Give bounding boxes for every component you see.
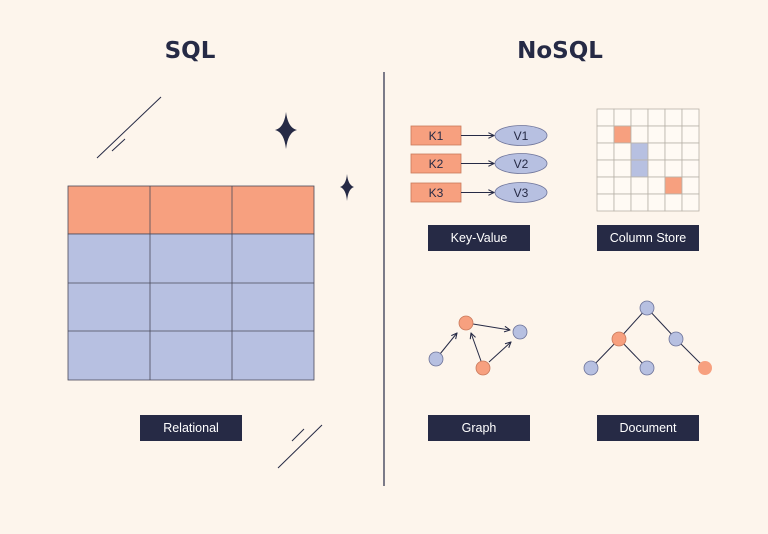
document-label: Document: [597, 415, 699, 441]
graph-node: [512, 324, 528, 340]
graph-node: [458, 315, 474, 331]
svg-text:Column Store: Column Store: [610, 231, 686, 245]
graph-label: Graph: [428, 415, 530, 441]
svg-text:K2: K2: [429, 157, 444, 171]
graph-node: [475, 360, 491, 376]
tree-node: [639, 300, 655, 316]
svg-text:K1: K1: [429, 129, 444, 143]
grid-cell: [681, 108, 700, 127]
grid-cell: [613, 108, 632, 127]
grid-cell: [664, 125, 683, 144]
grid-cell: [613, 159, 632, 178]
svg-text:V3: V3: [514, 186, 529, 200]
svg-text:Relational: Relational: [163, 421, 219, 435]
grid-cell: [681, 142, 700, 161]
grid-cell: [630, 142, 649, 161]
grid-cell: [596, 142, 615, 161]
sparkle-icon: [275, 112, 297, 149]
grid-cell: [630, 176, 649, 195]
grid-cell: [664, 142, 683, 161]
svg-text:V1: V1: [514, 129, 529, 143]
grid-cell: [647, 176, 666, 195]
grid-cell: [647, 159, 666, 178]
tree-node: [639, 360, 655, 376]
grid-cell: [664, 176, 683, 195]
tree-node: [698, 361, 712, 375]
grid-cell: [596, 108, 615, 127]
grid-cell: [613, 176, 632, 195]
grid-cell: [681, 176, 700, 195]
tree-node: [668, 331, 684, 347]
kv-pair: K2 V2: [410, 153, 548, 174]
grid-cell: [596, 159, 615, 178]
grid-cell: [681, 159, 700, 178]
grid-cell: [647, 193, 666, 212]
graph-node: [428, 351, 444, 367]
relational-label: Relational: [140, 415, 242, 441]
key-value-label: Key-Value: [428, 225, 530, 251]
grid-cell: [681, 125, 700, 144]
grid-cell: [647, 142, 666, 161]
tree-node: [583, 360, 599, 376]
grid-cell: [630, 159, 649, 178]
decorative-lines: [96, 96, 323, 469]
grid-cell: [630, 108, 649, 127]
svg-text:Key-Value: Key-Value: [451, 231, 508, 245]
sql-title: SQL: [165, 38, 216, 64]
svg-text:K3: K3: [429, 186, 444, 200]
key-value-diagram: K1 V1 K2 V2 K3 V3: [410, 125, 548, 203]
grid-cell: [613, 142, 632, 161]
grid-cell: [664, 193, 683, 212]
column-store-label: Column Store: [597, 225, 699, 251]
document-tree: [583, 300, 712, 376]
grid-cell: [664, 159, 683, 178]
grid-cell: [613, 125, 632, 144]
grid-cell: [630, 193, 649, 212]
grid-cell: [630, 125, 649, 144]
grid-cell: [647, 108, 666, 127]
nosql-title: NoSQL: [517, 38, 603, 64]
graph-diagram: [428, 315, 528, 376]
kv-pair: K1 V1: [410, 125, 548, 146]
grid-cell: [596, 193, 615, 212]
kv-pair: K3 V3: [410, 182, 548, 203]
grid-cell: [681, 193, 700, 212]
tree-node: [611, 331, 627, 347]
grid-cell: [613, 193, 632, 212]
column-store-grid: [596, 108, 700, 212]
relational-table: [67, 185, 315, 381]
grid-cell: [596, 125, 615, 144]
grid-cell: [596, 176, 615, 195]
sparkle-icon: [340, 174, 354, 201]
svg-text:Graph: Graph: [462, 421, 497, 435]
grid-cell: [647, 125, 666, 144]
svg-text:Document: Document: [620, 421, 677, 435]
svg-text:V2: V2: [514, 157, 529, 171]
grid-cell: [664, 108, 683, 127]
